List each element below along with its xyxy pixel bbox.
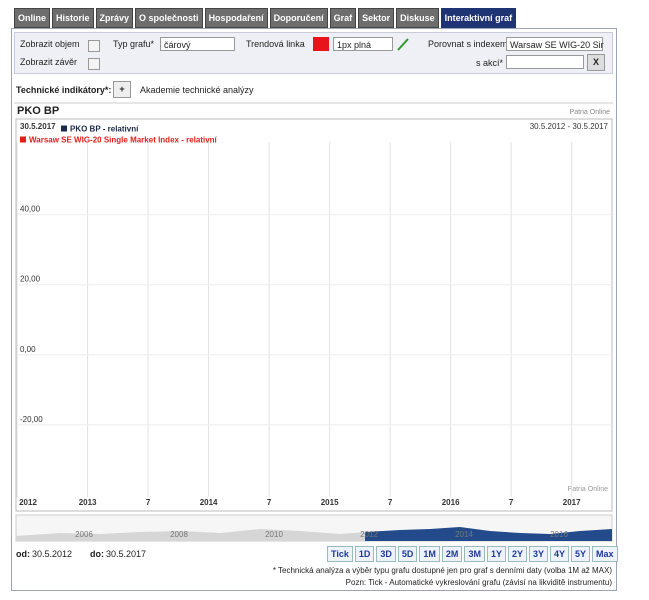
dropdown[interactable]: Warsaw SE WIG-20 Sir (506, 37, 604, 51)
legend-label: PKO BP - relativní (70, 125, 139, 134)
legend-swatch (20, 136, 26, 143)
x-tick-label: 7 (509, 498, 514, 507)
label: od: (16, 549, 30, 559)
navigator-selection (365, 527, 612, 541)
y-tick-label: -20,00 (20, 415, 43, 424)
tab[interactable]: Zprávy (95, 8, 134, 28)
x-tick-label: 7 (267, 498, 272, 507)
note: * Technická analýza a výběr typu grafu d… (272, 566, 612, 575)
range-button[interactable]: 3M (464, 546, 485, 562)
link[interactable]: Akademie technické analýzy (140, 85, 254, 95)
x-tick-label: 2017 (563, 498, 581, 507)
label: Zobrazit závěr (20, 57, 78, 67)
tab[interactable]: Historie (52, 8, 94, 28)
x-tick-label: 2012 (19, 498, 37, 507)
navigator-label: 2016 (550, 530, 568, 539)
range-button[interactable]: 5D (397, 546, 418, 562)
y-tick-label: 20,00 (20, 275, 41, 284)
dropdown[interactable]: čárový (160, 37, 235, 51)
navigator-label: 2006 (75, 530, 93, 539)
range-buttons: Tick 1D 3D 5D 1M 2M 3M 1Y 2Y 3Y 4Y 5Y Max (327, 546, 618, 562)
navigator-label: 2012 (360, 530, 378, 539)
label: do: (90, 549, 104, 559)
range-button[interactable]: 3D (376, 546, 396, 562)
frame (11, 28, 617, 591)
range-button[interactable]: 5Y (571, 546, 591, 562)
label: Trendová linka (246, 39, 305, 49)
label: Typ grafu* (113, 39, 155, 49)
x-tick-label: 2016 (442, 498, 460, 507)
pen-icon[interactable] (396, 36, 410, 52)
label: Zobrazit objem (20, 39, 80, 49)
checkbox[interactable] (88, 40, 100, 52)
tab[interactable]: Graf (329, 8, 357, 28)
tab[interactable]: O společnosti (135, 8, 203, 28)
range-button[interactable]: 4Y (550, 546, 570, 562)
range-button[interactable]: 2M (441, 546, 463, 562)
dropdown[interactable]: 1px plná (333, 37, 393, 51)
input[interactable] (506, 55, 584, 69)
x-tick-label: 2013 (79, 498, 97, 507)
chart-title: PKO BP (17, 105, 59, 117)
tab[interactable]: Online (14, 8, 51, 28)
range-button[interactable]: 1D (354, 546, 375, 562)
tab[interactable]: Doporučení (269, 8, 328, 28)
tab[interactable]: Diskuse (396, 8, 439, 28)
navigator-label: 2014 (455, 530, 473, 539)
navigator-label: 2008 (170, 530, 188, 539)
legend-swatch (61, 125, 67, 132)
source: Patria Online (570, 109, 611, 116)
tab[interactable]: Interaktivní graf (440, 8, 517, 28)
y-tick-label: 0,00 (20, 345, 36, 354)
watermark: Patria Online (568, 486, 609, 493)
x-tick-label: 2015 (321, 498, 339, 507)
range-button[interactable]: 3Y (528, 546, 548, 562)
x-tick-label: 7 (146, 498, 151, 507)
navigator-history (16, 529, 365, 541)
x-tick-label: 2014 (200, 498, 218, 507)
chart-frame (15, 118, 613, 512)
tab[interactable]: Hospodaření (204, 8, 268, 28)
note: Pozn: Tick - Automatické vykreslování gr… (345, 578, 612, 587)
range-button[interactable]: 1M (419, 546, 440, 562)
date-input[interactable]: 30.5.2017 (106, 549, 147, 559)
add-button[interactable]: + (113, 81, 131, 98)
date-input[interactable]: 30.5.2012 (32, 549, 73, 559)
range-button[interactable]: 1Y (486, 546, 506, 562)
x-tick-label: 7 (388, 498, 393, 507)
checkbox[interactable] (88, 58, 100, 70)
range-button[interactable]: Max (592, 546, 618, 562)
date-range: 30.5.2012 - 30.5.2017 (530, 122, 609, 131)
tab[interactable]: Sektor (358, 8, 395, 28)
clear-button[interactable]: X (587, 54, 605, 71)
label: Technické indikátory*: (16, 85, 112, 95)
label: s akcí* (476, 58, 504, 68)
y-tick-label: 40,00 (20, 205, 41, 214)
legend-label: Warsaw SE WIG-20 Single Market Index - r… (29, 136, 218, 145)
color-swatch[interactable] (313, 37, 329, 51)
legend-date: 30.5.2017 (20, 122, 56, 131)
label: Porovnat s indexem* (428, 39, 512, 49)
range-button[interactable]: 2Y (507, 546, 527, 562)
navigator-label: 2010 (265, 530, 283, 539)
range-button[interactable]: Tick (327, 546, 353, 562)
tab-bar: Online Historie Zprávy O společnosti Hospoda… (14, 8, 517, 28)
